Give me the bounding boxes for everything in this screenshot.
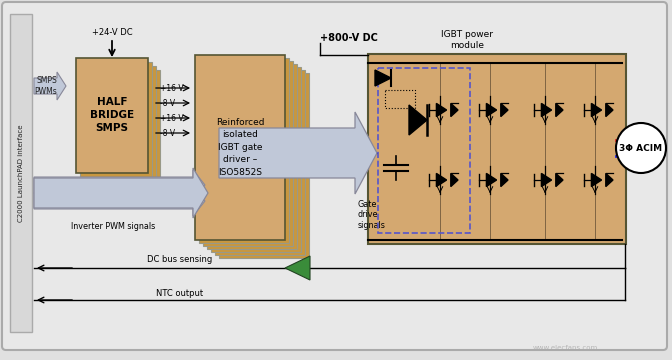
- Bar: [378, 68, 470, 233]
- Polygon shape: [591, 103, 601, 117]
- Bar: [211, 67, 301, 252]
- Polygon shape: [487, 103, 497, 117]
- Text: www.elecfans.com: www.elecfans.com: [532, 345, 597, 351]
- Text: Gate
drive
signals: Gate drive signals: [358, 200, 386, 230]
- Polygon shape: [487, 174, 497, 186]
- Polygon shape: [542, 103, 552, 117]
- Text: +16 V: +16 V: [160, 113, 183, 122]
- Text: IGBT power
module: IGBT power module: [441, 30, 493, 50]
- Bar: [88, 70, 160, 185]
- Polygon shape: [591, 174, 601, 186]
- Polygon shape: [436, 103, 447, 117]
- Polygon shape: [556, 174, 563, 186]
- Bar: [80, 62, 152, 177]
- Bar: [203, 61, 293, 246]
- Text: HALF
BRIDGE
SMPS: HALF BRIDGE SMPS: [90, 97, 134, 133]
- FancyBboxPatch shape: [2, 2, 667, 350]
- Text: +16 V: +16 V: [160, 84, 183, 93]
- Polygon shape: [556, 103, 563, 117]
- Text: 3Φ ACIM: 3Φ ACIM: [620, 144, 663, 153]
- Bar: [368, 54, 626, 244]
- Polygon shape: [34, 170, 205, 200]
- Polygon shape: [34, 186, 205, 216]
- Text: Inverter PWM signals: Inverter PWM signals: [71, 222, 155, 231]
- Polygon shape: [409, 105, 427, 135]
- Bar: [10, 14, 32, 332]
- Bar: [76, 58, 148, 173]
- Text: C2000 LaunchPAD interface: C2000 LaunchPAD interface: [18, 124, 24, 222]
- Polygon shape: [501, 174, 508, 186]
- Polygon shape: [605, 103, 613, 117]
- Bar: [219, 73, 309, 258]
- Polygon shape: [542, 174, 552, 186]
- Text: Reinforced
isolated
IGBT gate
driver –
ISO5852S: Reinforced isolated IGBT gate driver – I…: [216, 117, 264, 176]
- Text: +24-V DC: +24-V DC: [91, 27, 132, 36]
- Bar: [207, 64, 297, 249]
- Bar: [199, 58, 289, 243]
- Circle shape: [616, 123, 666, 173]
- Polygon shape: [34, 168, 208, 218]
- Polygon shape: [219, 112, 377, 194]
- Polygon shape: [436, 174, 447, 186]
- Text: +800-V DC: +800-V DC: [320, 33, 378, 43]
- Polygon shape: [34, 72, 66, 100]
- Polygon shape: [605, 174, 613, 186]
- Polygon shape: [451, 103, 458, 117]
- Bar: [215, 70, 305, 255]
- Text: DC bus sensing: DC bus sensing: [147, 256, 212, 265]
- Text: -8 V: -8 V: [160, 129, 175, 138]
- Bar: [195, 55, 285, 240]
- Polygon shape: [285, 256, 310, 280]
- Bar: [385, 90, 415, 108]
- Text: SMPS
PWMs: SMPS PWMs: [34, 76, 57, 96]
- Polygon shape: [451, 174, 458, 186]
- Text: NTC output: NTC output: [157, 288, 204, 297]
- Text: -8 V: -8 V: [160, 99, 175, 108]
- Bar: [84, 66, 156, 181]
- Polygon shape: [501, 103, 508, 117]
- Polygon shape: [375, 70, 391, 86]
